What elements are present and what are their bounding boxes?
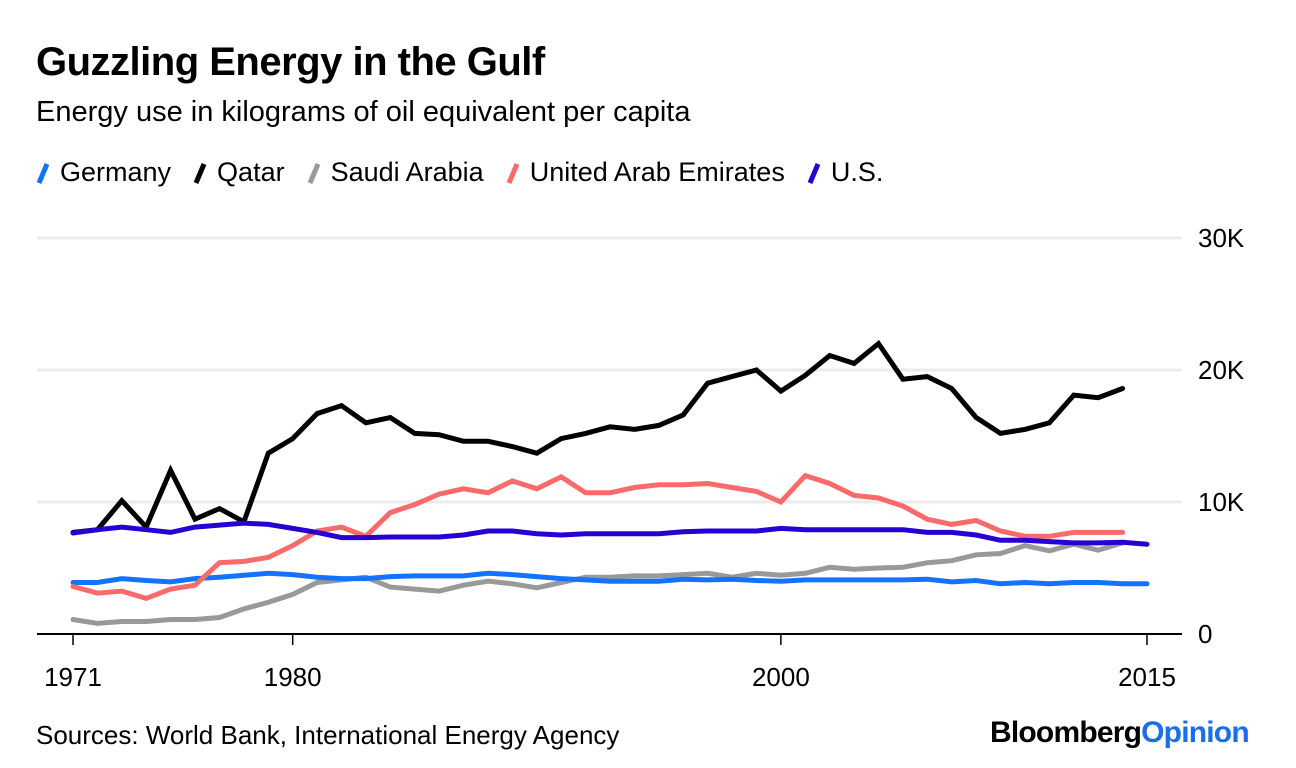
x-tick-label: 1980 <box>264 662 322 692</box>
chart-title: Guzzling Energy in the Gulf <box>36 40 545 84</box>
series-line-germany <box>70 570 1150 587</box>
x-axis: 1971 1980 2000 2015 <box>37 633 1182 692</box>
legend-swatch-icon <box>307 159 320 187</box>
series-line-saudi-arabia <box>70 540 1126 626</box>
series-line-u-s <box>70 520 1150 547</box>
x-tick-label: 1971 <box>44 662 102 692</box>
x-tick-label: 2015 <box>1118 662 1176 692</box>
y-axis-tick-labels: 0 10K 20K 30K <box>1198 223 1245 649</box>
legend-label: Saudi Arabia <box>330 157 484 187</box>
brand-bloomberg: Bloomberg <box>990 716 1142 749</box>
legend-item-u-s: U.S. <box>807 157 884 188</box>
x-tick-label: 2000 <box>752 662 810 692</box>
legend-label: Germany <box>60 157 172 187</box>
legend-swatch-icon <box>506 159 520 187</box>
legend-swatch-icon <box>36 159 50 187</box>
gridlines <box>37 236 1182 504</box>
legend-swatch-icon <box>193 159 207 187</box>
legend: Germany Qatar Saudi Arabia United Arab Emir… <box>36 157 905 188</box>
chart-subtitle: Energy use in kilograms of oil equivalen… <box>36 96 691 128</box>
brand-opinion: Opinion <box>1141 716 1250 749</box>
legend-item-qatar: Qatar <box>193 157 285 188</box>
legend-item-germany: Germany <box>36 157 171 188</box>
y-tick-label: 0 <box>1198 619 1212 649</box>
legend-label: United Arab Emirates <box>529 157 785 187</box>
series-line-united-arab-emirates <box>70 472 1126 602</box>
y-tick-label: 30K <box>1198 223 1245 253</box>
legend-label: U.S. <box>830 157 884 187</box>
legend-label: Qatar <box>217 157 285 187</box>
legend-item-united-arab-emirates: United Arab Emirates <box>506 157 785 188</box>
source-note: Sources: World Bank, International Energ… <box>36 720 620 750</box>
series-lines <box>70 339 1150 626</box>
legend-swatch-icon <box>807 159 821 187</box>
y-tick-label: 20K <box>1198 355 1245 385</box>
y-tick-label: 10K <box>1198 487 1245 517</box>
legend-item-saudi-arabia: Saudi Arabia <box>307 157 484 188</box>
bloomberg-opinion-logo: BloombergOpinion <box>990 716 1250 750</box>
series-line-qatar <box>70 339 1126 535</box>
